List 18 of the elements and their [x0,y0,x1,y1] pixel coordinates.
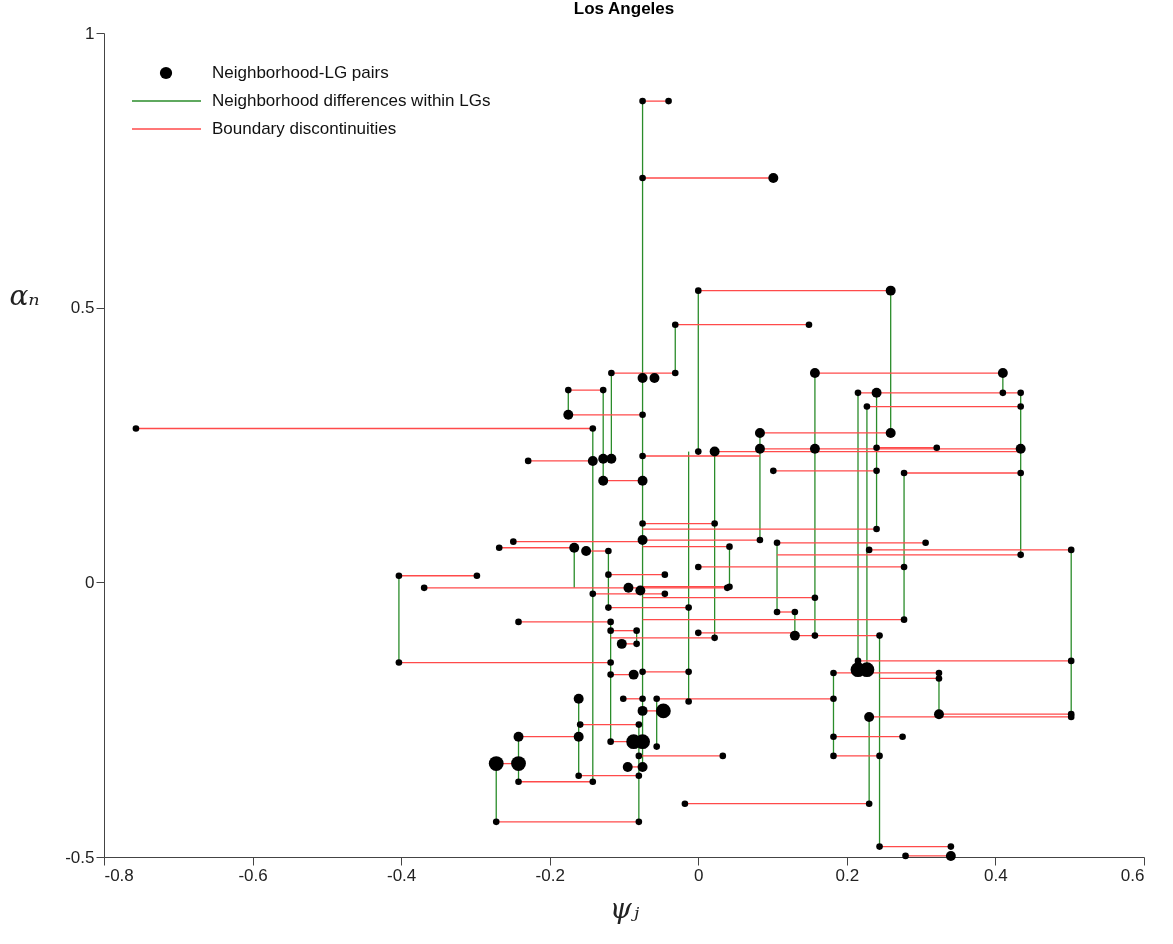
x-tick-label: 0.6 [1120,865,1145,885]
x-tick-label: -0.8 [104,865,134,885]
legend-label: Neighborhood-LG pairs [212,63,389,82]
y-tick-label: 1 [85,23,95,43]
x-tick-label: -0.2 [535,865,565,885]
y-axis-title: αₙ [9,279,40,313]
x-tick-label: 0 [694,865,704,885]
x-axis-title: ψⱼ [609,891,640,925]
x-tick-label: -0.4 [386,865,417,885]
chart-title: Los Angeles [573,0,675,18]
x-tick-label: 0.4 [984,865,1008,885]
legend-label: Neighborhood differences within LGs [212,91,491,110]
legend-label: Boundary discontinuities [212,119,397,138]
x-tick-label: 0.2 [835,865,860,885]
y-tick-label: 0 [85,572,95,592]
y-tick-label: 0.5 [70,298,95,318]
y-tick-label: -0.5 [65,847,95,867]
x-tick-label: -0.6 [238,865,268,885]
